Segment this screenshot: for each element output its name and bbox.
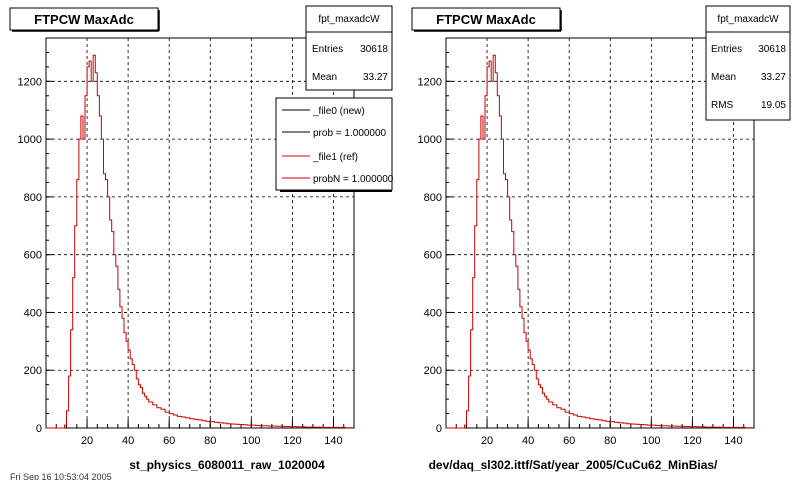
stats-value-rms-right: 19.05 bbox=[761, 100, 786, 111]
x-tick-label: 100 bbox=[642, 435, 660, 447]
frame-left bbox=[45, 37, 355, 429]
stats-box-left bbox=[305, 5, 393, 91]
stats-box-right bbox=[705, 5, 791, 121]
x-tick-label: 120 bbox=[683, 435, 701, 447]
y-tick-label: 800 bbox=[24, 192, 42, 204]
y-tick-label: 1000 bbox=[418, 134, 442, 146]
y-tick-label: 600 bbox=[424, 250, 442, 262]
chart-title-right: FTPCW MaxAdc bbox=[436, 12, 536, 27]
grid-left bbox=[46, 38, 354, 428]
stats-name-right: fpt_maxadcW bbox=[717, 14, 779, 25]
x-tick-label: 80 bbox=[204, 435, 216, 447]
y-tick-label: 1200 bbox=[418, 76, 442, 88]
y-tick-labels-left: 0 200 400 600 800 1000 1200 bbox=[18, 76, 42, 435]
footer-timestamp: Fri Sep 16 10:53:04 2005 bbox=[10, 472, 112, 480]
stats-value-entries-right: 30618 bbox=[758, 44, 786, 55]
x-tick-labels-left: 20 40 60 80 100 120 140 bbox=[81, 435, 343, 447]
title-box-left bbox=[9, 7, 159, 31]
x-tick-label: 120 bbox=[283, 435, 301, 447]
x-tick-label: 20 bbox=[81, 435, 93, 447]
x-tick-label: 80 bbox=[604, 435, 616, 447]
x-tick-label: 20 bbox=[481, 435, 493, 447]
x-tick-label: 140 bbox=[724, 435, 742, 447]
y-tick-label: 400 bbox=[24, 307, 42, 319]
legend-box bbox=[275, 97, 393, 191]
chart-title-left: FTPCW MaxAdc bbox=[34, 12, 134, 27]
stats-label-rms-right: RMS bbox=[711, 100, 734, 111]
x-tick-label: 60 bbox=[163, 435, 175, 447]
stats-value-mean-left: 33.27 bbox=[363, 72, 388, 83]
x-tick-label: 100 bbox=[242, 435, 260, 447]
x-tick-label: 40 bbox=[122, 435, 134, 447]
grid-right bbox=[446, 38, 754, 428]
legend-label-file0: _file0 (new) bbox=[312, 106, 365, 117]
y-tick-label: 800 bbox=[424, 192, 442, 204]
x-tick-labels-right: 20 40 60 80 100 120 140 bbox=[481, 435, 743, 447]
x-axis-label-left: st_physics_6080011_raw_1020004 bbox=[129, 458, 325, 472]
x-axis-label-right: dev/daq_sl302.ittf/Sat/year_2005/CuCu62_… bbox=[429, 458, 718, 472]
histogram-line-left bbox=[46, 54, 354, 429]
frame-right bbox=[445, 37, 755, 429]
y-tick-label: 200 bbox=[24, 365, 42, 377]
y-tick-label: 600 bbox=[24, 250, 42, 262]
legend-label-probn: probN = 1.000000 bbox=[313, 174, 394, 185]
y-tick-label: 0 bbox=[36, 423, 42, 435]
stats-value-mean-right: 33.27 bbox=[761, 72, 786, 83]
legend-label-file1: _file1 (ref) bbox=[312, 152, 358, 163]
y-tick-label: 400 bbox=[424, 307, 442, 319]
stats-label-entries-left: Entries bbox=[312, 44, 343, 55]
y-tick-label: 200 bbox=[424, 365, 442, 377]
stats-label-entries-right: Entries bbox=[711, 44, 742, 55]
x-tick-label: 40 bbox=[522, 435, 534, 447]
stats-value-entries-left: 30618 bbox=[360, 44, 388, 55]
stats-name-left: fpt_maxadcW bbox=[318, 14, 380, 25]
legend-label-prob: prob = 1.000000 bbox=[313, 128, 387, 139]
x-tick-label: 60 bbox=[563, 435, 575, 447]
histogram-line-right bbox=[446, 54, 754, 429]
y-tick-label: 1200 bbox=[18, 76, 42, 88]
stats-label-mean-left: Mean bbox=[312, 72, 337, 83]
y-tick-label: 1000 bbox=[18, 134, 42, 146]
stats-label-mean-right: Mean bbox=[711, 72, 736, 83]
y-tick-labels-right: 0 200 400 600 800 1000 1200 bbox=[418, 76, 442, 435]
x-tick-label: 140 bbox=[324, 435, 342, 447]
y-tick-label: 0 bbox=[436, 423, 442, 435]
title-box-right bbox=[411, 7, 561, 31]
